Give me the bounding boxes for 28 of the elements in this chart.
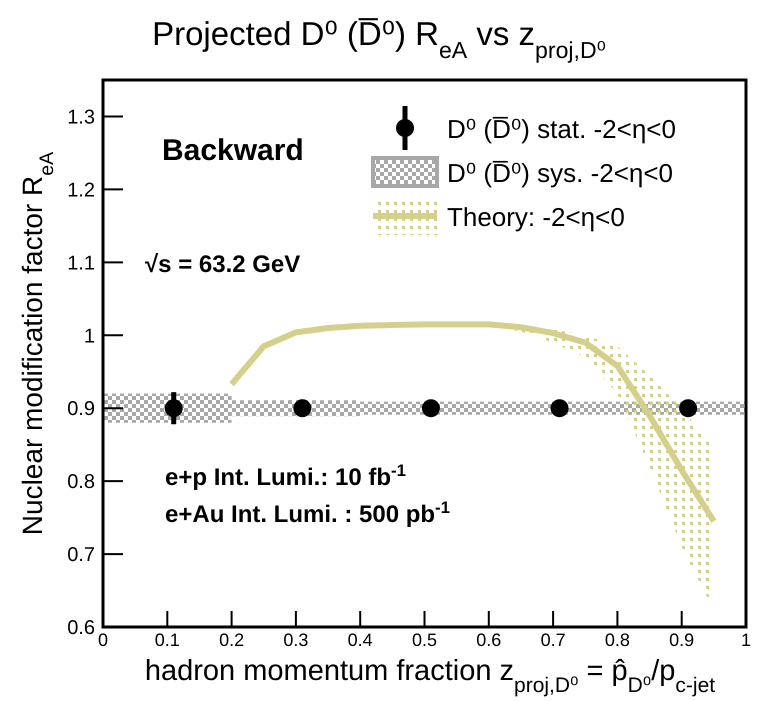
x-axis-title: hadron momentum fraction z$_{proj,D⁰}$ = p̂$_{D⁰}$/p$_{c-jet}$ [144,655,716,696]
annotation: √s = 63.2 GeV [145,251,300,278]
bar [103,394,232,423]
legend-label: D⁰ (D̅⁰) stat. -2<η<0 [447,114,676,144]
x-tick-label: 0.4 [348,630,373,650]
x-tick-label: 1 [740,630,752,650]
y-tick-label: 1.2 [67,179,95,202]
chart-title: Projected D⁰ (D̅⁰) R$_{eA}$ vs z$_{proj,D⁰}$ [152,15,606,63]
y-tick-label: 1.1 [67,252,95,274]
legend-label: D⁰ (D̅⁰) sys. -2<η<0 [447,158,674,188]
annotation: e+p Int. Lumi.: 10 fb$^{-1}$ [165,460,406,491]
y-tick-label: 1.3 [67,106,95,128]
y-tick-label: 0.8 [67,471,95,494]
x-tick-label: 0.2 [219,630,244,650]
y-tick-label: 0.7 [67,544,95,566]
x-tick-label: 0.5 [412,630,438,650]
x-tick-label: 0.6 [476,630,502,650]
x-tick-label: 0.3 [283,630,308,650]
y-tick-label: 1 [84,325,95,348]
x-tick-label: 0.1 [154,630,180,650]
legend-label: Theory: -2<η<0 [447,202,625,232]
x-tick-label: 0 [98,630,108,650]
annotation: e+Au Int. Lumi. : 500 pb$^{-1}$ [165,498,450,528]
x-tick-label: 0.9 [669,630,694,650]
x-tick-label: 0.7 [540,630,566,650]
y-tick-label: 0.9 [67,398,95,420]
x-tick-label: 0.8 [604,630,630,650]
annotation: Backward [162,134,304,167]
